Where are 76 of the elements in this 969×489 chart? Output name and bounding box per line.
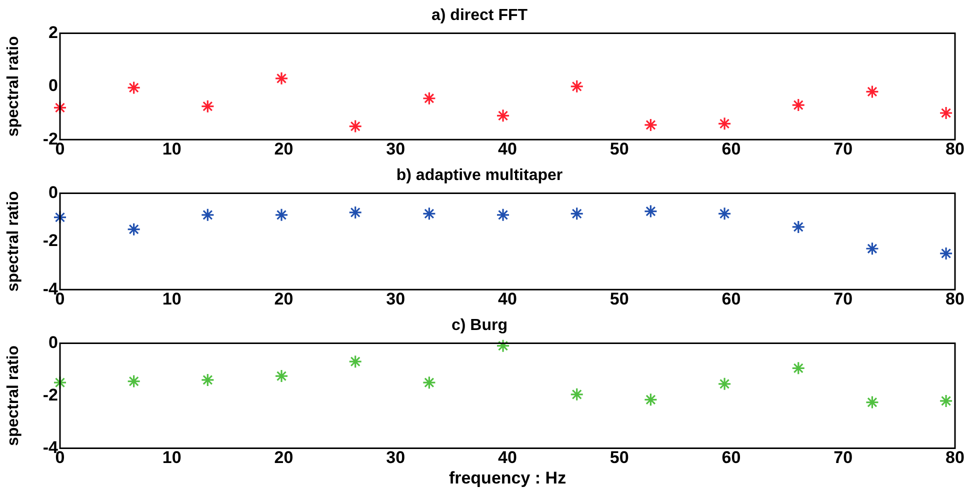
y-tick-label: -2 bbox=[42, 231, 58, 250]
point bbox=[200, 373, 214, 387]
chart-title: c) Burg bbox=[452, 317, 508, 334]
point bbox=[718, 377, 732, 391]
point bbox=[570, 388, 584, 402]
x-tick-label: 20 bbox=[274, 139, 294, 158]
point bbox=[274, 208, 288, 222]
point bbox=[865, 242, 880, 256]
point bbox=[718, 116, 732, 130]
x-tick-label: 80 bbox=[946, 289, 964, 308]
point bbox=[644, 392, 658, 406]
point bbox=[127, 80, 141, 95]
y-axis-title: spectral ratio bbox=[5, 190, 22, 292]
point bbox=[792, 361, 806, 375]
point bbox=[865, 84, 880, 99]
point bbox=[644, 204, 658, 218]
x-tick-label: 70 bbox=[834, 448, 853, 468]
x-tick-label: 10 bbox=[162, 448, 182, 468]
x-tick-label: 20 bbox=[274, 448, 294, 468]
x-tick-label: 60 bbox=[722, 139, 741, 158]
point bbox=[939, 394, 953, 408]
point bbox=[939, 246, 953, 260]
x-tick-label: 70 bbox=[834, 289, 853, 308]
point bbox=[570, 80, 584, 94]
x-tick-label: 60 bbox=[722, 448, 741, 468]
point bbox=[274, 369, 288, 383]
x-tick-label: 80 bbox=[946, 448, 964, 468]
point bbox=[53, 210, 67, 224]
point bbox=[200, 100, 214, 114]
point bbox=[496, 108, 510, 122]
point bbox=[939, 106, 953, 120]
x-tick-label: 60 bbox=[722, 289, 741, 308]
point bbox=[496, 339, 510, 353]
point bbox=[422, 376, 436, 390]
x-tick-label: 80 bbox=[946, 139, 964, 158]
x-tick-label: 30 bbox=[386, 139, 406, 158]
point bbox=[348, 120, 362, 134]
y-tick-label: 2 bbox=[48, 22, 58, 42]
point bbox=[865, 395, 880, 410]
point bbox=[718, 206, 732, 220]
y-axis-title: spectral ratio bbox=[5, 36, 22, 137]
point bbox=[127, 222, 141, 236]
x-tick-label: 30 bbox=[386, 448, 406, 468]
x-tick-label: 40 bbox=[498, 448, 517, 468]
point bbox=[496, 208, 510, 222]
point bbox=[422, 92, 436, 106]
point bbox=[53, 100, 67, 114]
x-tick-label: 40 bbox=[498, 289, 517, 308]
y-axis-title: spectral ratio bbox=[5, 345, 22, 446]
x-tick-label: 10 bbox=[162, 289, 182, 308]
x-tick-label: 50 bbox=[610, 448, 629, 468]
point bbox=[348, 206, 362, 220]
point bbox=[792, 220, 806, 234]
x-tick-label: 40 bbox=[498, 139, 517, 158]
x-axis-title: frequency : Hz bbox=[448, 468, 566, 488]
point bbox=[422, 206, 436, 220]
point bbox=[570, 206, 584, 220]
chart-title: b) adaptive multitaper bbox=[396, 167, 563, 184]
x-tick-label: 50 bbox=[610, 139, 629, 158]
point bbox=[644, 118, 658, 132]
point bbox=[792, 98, 806, 112]
y-tick-label: 0 bbox=[48, 332, 58, 352]
point bbox=[127, 374, 141, 388]
point bbox=[274, 72, 288, 86]
y-tick-label: 0 bbox=[48, 182, 58, 202]
point bbox=[53, 376, 67, 390]
x-tick-label: 10 bbox=[162, 139, 182, 158]
x-tick-label: 70 bbox=[834, 139, 853, 158]
y-tick-label: 0 bbox=[48, 76, 58, 96]
point bbox=[200, 208, 214, 222]
point bbox=[348, 354, 362, 368]
x-tick-label: 30 bbox=[386, 289, 406, 308]
x-tick-label: 20 bbox=[274, 289, 294, 308]
x-tick-label: 50 bbox=[610, 289, 629, 308]
chart-title: a) direct FFT bbox=[431, 7, 528, 24]
y-tick-label: -2 bbox=[42, 385, 58, 404]
